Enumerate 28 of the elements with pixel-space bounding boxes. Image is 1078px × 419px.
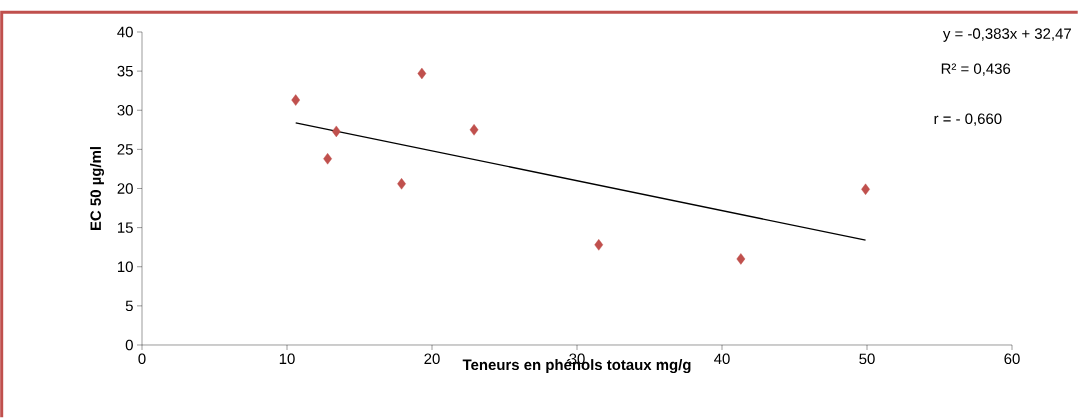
y-tick-label: 35 [117,65,133,77]
y-tick-label: 0 [125,339,133,351]
x-tick-label: 20 [424,353,440,365]
x-tick-label: 10 [279,353,295,365]
point [469,124,479,136]
y-tick-label: 5 [125,300,133,312]
point [417,67,427,80]
annotation: r = - 0,660 [934,113,1002,126]
y-tick-label: 25 [117,144,133,155]
x-tick-label: 0 [138,353,146,365]
point [291,94,301,106]
point [861,183,870,195]
y-tick-label: 20 [117,183,133,194]
annotation: R² = 0,436 [941,63,1011,76]
y-tick-label: 15 [118,222,133,233]
x-tick-label: 50 [859,353,875,365]
y-axis-title: EC 50 µg/ml [90,147,105,231]
point [736,253,746,265]
point [331,125,341,138]
x-tick-label: 60 [1004,353,1020,365]
point [323,153,332,165]
y-tick-label: 40 [117,26,133,38]
point [594,239,604,251]
y-tick-label: 10 [118,261,133,273]
annotation: y = -0,383x + 32,47 [942,28,1071,42]
x-tick-label: 40 [714,353,730,365]
y-tick-label: 30 [117,104,133,116]
point [397,178,406,190]
